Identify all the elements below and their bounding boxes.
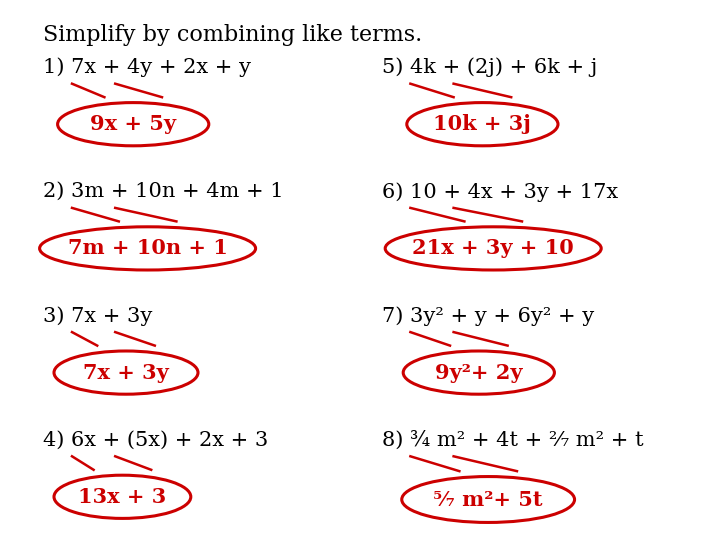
Text: 7m + 10n + 1: 7m + 10n + 1 (68, 238, 228, 259)
Text: 13x + 3: 13x + 3 (78, 487, 166, 507)
Text: 3) 7x + 3y: 3) 7x + 3y (43, 306, 153, 326)
Text: 21x + 3y + 10: 21x + 3y + 10 (413, 238, 574, 259)
Text: 8) ¾ m² + 4t + ²⁄₇ m² + t: 8) ¾ m² + 4t + ²⁄₇ m² + t (382, 430, 643, 450)
Text: 6) 10 + 4x + 3y + 17x: 6) 10 + 4x + 3y + 17x (382, 182, 618, 201)
Text: 9x + 5y: 9x + 5y (90, 114, 176, 134)
Text: 9y²+ 2y: 9y²+ 2y (435, 362, 523, 383)
Text: 7) 3y² + y + 6y² + y: 7) 3y² + y + 6y² + y (382, 306, 594, 326)
Text: Simplify by combining like terms.: Simplify by combining like terms. (43, 24, 423, 46)
Text: 10k + 3j: 10k + 3j (433, 114, 531, 134)
Text: 4) 6x + (5x) + 2x + 3: 4) 6x + (5x) + 2x + 3 (43, 430, 269, 450)
Text: 1) 7x + 4y + 2x + y: 1) 7x + 4y + 2x + y (43, 58, 251, 77)
Text: 2) 3m + 10n + 4m + 1: 2) 3m + 10n + 4m + 1 (43, 182, 284, 201)
Text: 7x + 3y: 7x + 3y (83, 362, 169, 383)
Text: 5) 4k + (2j) + 6k + j: 5) 4k + (2j) + 6k + j (382, 58, 597, 77)
Text: ⁵⁄₇ m²+ 5t: ⁵⁄₇ m²+ 5t (433, 489, 543, 510)
